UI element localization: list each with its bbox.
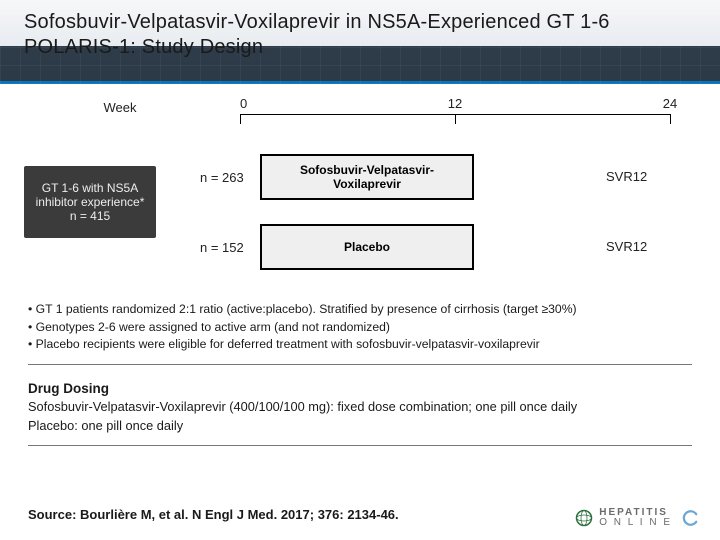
arm-active-n: n = 263: [200, 170, 254, 185]
bullet-3: • Placebo recipients were eligible for d…: [28, 336, 692, 354]
source-citation: Source: Bourlière M, et al. N Engl J Med…: [28, 507, 399, 522]
arm-placebo-box: Placebo: [260, 224, 474, 270]
arm-active: n = 263 Sofosbuvir-Velpatasvir- Voxilapr…: [200, 154, 474, 200]
brand-logo: HEPATITIS O N L I N E: [575, 508, 700, 528]
slide-title: Sofosbuvir-Velpatasvir-Voxilaprevir in N…: [24, 10, 696, 60]
axis-line: 0 12 24: [240, 96, 670, 120]
section-divider: [28, 364, 692, 365]
arm-active-box: Sofosbuvir-Velpatasvir- Voxilaprevir: [260, 154, 474, 200]
population-text: GT 1-6 with NS5A inhibitor experience* n…: [30, 181, 150, 223]
svr-active: SVR12: [606, 169, 647, 184]
c-icon: [682, 509, 700, 527]
notes-bullets: • GT 1 patients randomized 2:1 ratio (ac…: [0, 294, 720, 381]
arm-placebo-n: n = 152: [200, 240, 254, 255]
study-diagram: Week 0 12 24 GT 1-6 with NS5A inhibitor …: [0, 84, 720, 294]
dosing-divider: [28, 445, 692, 446]
population-box: GT 1-6 with NS5A inhibitor experience* n…: [24, 166, 156, 238]
title-line-1: Sofosbuvir-Velpatasvir-Voxilaprevir in N…: [24, 11, 610, 33]
globe-icon: [575, 509, 593, 527]
dosing-line-1: Sofosbuvir-Velpatasvir-Voxilaprevir (400…: [28, 398, 692, 417]
axis-tick-24: 24: [663, 96, 677, 111]
axis-title: Week: [0, 96, 240, 115]
arm-placebo: n = 152 Placebo: [200, 224, 474, 270]
drug-dosing-block: Drug Dosing Sofosbuvir-Velpatasvir-Voxil…: [0, 381, 720, 446]
slide-header: Sofosbuvir-Velpatasvir-Voxilaprevir in N…: [0, 0, 720, 84]
bullet-1: • GT 1 patients randomized 2:1 ratio (ac…: [28, 301, 692, 319]
axis-tick-12: 12: [448, 96, 462, 111]
arm-placebo-label: Placebo: [344, 240, 390, 254]
dosing-title: Drug Dosing: [28, 381, 692, 396]
svr-placebo: SVR12: [606, 239, 647, 254]
axis-tick-0: 0: [240, 96, 247, 111]
brand-text-line2: O N L I N E: [599, 518, 672, 528]
bullet-2: • Genotypes 2-6 were assigned to active …: [28, 319, 692, 337]
title-line-2: POLARIS-1: Study Design: [24, 36, 263, 58]
brand-text: HEPATITIS O N L I N E: [599, 508, 672, 528]
arm-active-label: Sofosbuvir-Velpatasvir- Voxilaprevir: [300, 163, 434, 191]
timeline-axis: Week 0 12 24: [0, 96, 720, 136]
dosing-line-2: Placebo: one pill once daily: [28, 417, 692, 436]
